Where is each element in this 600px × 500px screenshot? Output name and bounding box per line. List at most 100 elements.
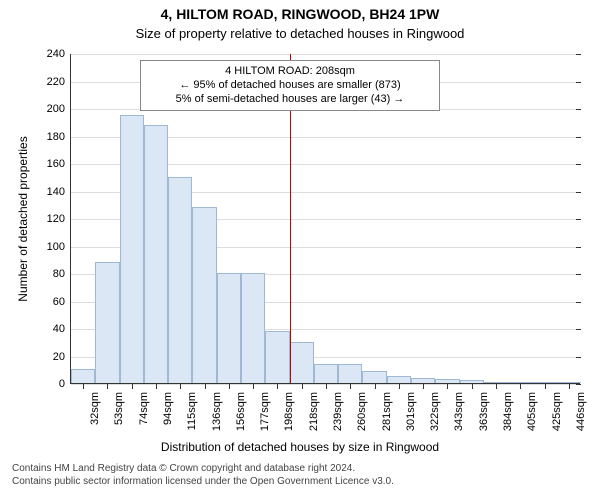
xtick-mark [423, 384, 424, 389]
ytick-label: 160 [47, 158, 71, 170]
xtick-mark [496, 384, 497, 389]
xtick-label: 218sqm [302, 392, 320, 431]
ytick-label: 100 [47, 241, 71, 253]
xtick-label: 156sqm [229, 392, 247, 431]
xtick-label: 32sqm [83, 392, 101, 425]
ytick-mark [576, 329, 581, 330]
ytick-label: 40 [53, 323, 71, 335]
ytick-mark [576, 82, 581, 83]
ytick-mark [576, 219, 581, 220]
bar [71, 369, 95, 383]
ytick-mark [576, 137, 581, 138]
ytick-mark [576, 302, 581, 303]
xtick-mark [229, 384, 230, 389]
xtick-label: 239sqm [326, 392, 344, 431]
xtick-mark [472, 384, 473, 389]
xtick-mark [399, 384, 400, 389]
xtick-label: 322sqm [423, 392, 441, 431]
bar [314, 364, 338, 383]
bar [144, 125, 168, 384]
x-axis-label: Distribution of detached houses by size … [0, 440, 600, 454]
bar [532, 382, 556, 383]
xtick-mark [253, 384, 254, 389]
bar [265, 331, 289, 383]
ytick-label: 220 [47, 76, 71, 88]
xtick-label: 343sqm [447, 392, 465, 431]
bar [192, 207, 216, 383]
annotation-line2: ← 95% of detached houses are smaller (87… [149, 79, 431, 93]
xtick-label: 425sqm [545, 392, 563, 431]
y-axis-label: Number of detached properties [16, 136, 30, 301]
xtick-mark [350, 384, 351, 389]
ytick-mark [576, 274, 581, 275]
xtick-label: 384sqm [496, 392, 514, 431]
ytick-mark [576, 384, 581, 385]
annotation-line1: 4 HILTOM ROAD: 208sqm [149, 65, 431, 79]
annotation-line3: 5% of semi-detached houses are larger (4… [149, 93, 431, 107]
ytick-label: 200 [47, 103, 71, 115]
xtick-mark [375, 384, 376, 389]
bar [435, 379, 459, 383]
ytick-label: 120 [47, 213, 71, 225]
xtick-label: 363sqm [472, 392, 490, 431]
bar [290, 342, 314, 383]
xtick-mark [302, 384, 303, 389]
bar [557, 382, 581, 383]
xtick-mark [156, 384, 157, 389]
xtick-label: 281sqm [375, 392, 393, 431]
ytick-label: 140 [47, 186, 71, 198]
xtick-label: 301sqm [399, 392, 417, 431]
ytick-mark [576, 192, 581, 193]
xtick-mark [520, 384, 521, 389]
xtick-label: 74sqm [132, 392, 150, 425]
bar [460, 380, 484, 383]
ytick-label: 180 [47, 131, 71, 143]
xtick-label: 405sqm [520, 392, 538, 431]
ytick-mark [576, 164, 581, 165]
xtick-mark [107, 384, 108, 389]
ytick-mark [576, 357, 581, 358]
attribution-line2: Contains public sector information licen… [12, 475, 588, 488]
bar [484, 382, 508, 383]
xtick-mark [326, 384, 327, 389]
bar [168, 177, 192, 383]
xtick-mark [132, 384, 133, 389]
xtick-mark [569, 384, 570, 389]
ytick-label: 0 [59, 378, 71, 390]
bar [120, 115, 144, 383]
ytick-label: 240 [47, 48, 71, 60]
xtick-mark [545, 384, 546, 389]
ytick-mark [576, 109, 581, 110]
chart-root: 4, HILTOM ROAD, RINGWOOD, BH24 1PW Size … [0, 0, 600, 500]
xtick-label: 53sqm [107, 392, 125, 425]
bar [387, 376, 411, 383]
xtick-label: 446sqm [569, 392, 587, 431]
bar [241, 273, 265, 383]
bar [362, 371, 386, 383]
page-title: 4, HILTOM ROAD, RINGWOOD, BH24 1PW [0, 6, 600, 22]
attribution-line1: Contains HM Land Registry data © Crown c… [12, 462, 588, 475]
xtick-label: 136sqm [205, 392, 223, 431]
ytick-label: 60 [53, 296, 71, 308]
attribution: Contains HM Land Registry data © Crown c… [12, 462, 588, 488]
bar [508, 382, 532, 383]
gridline [71, 54, 580, 55]
xtick-mark [277, 384, 278, 389]
ytick-mark [576, 247, 581, 248]
xtick-label: 198sqm [277, 392, 295, 431]
annotation-box: 4 HILTOM ROAD: 208sqm ← 95% of detached … [140, 60, 440, 111]
bar [217, 273, 241, 383]
xtick-mark [180, 384, 181, 389]
ytick-label: 80 [53, 268, 71, 280]
xtick-label: 115sqm [180, 392, 198, 430]
bar [95, 262, 119, 383]
ytick-mark [576, 54, 581, 55]
ytick-label: 20 [53, 351, 71, 363]
xtick-label: 94sqm [156, 392, 174, 425]
bar [338, 364, 362, 383]
xtick-mark [205, 384, 206, 389]
page-subtitle: Size of property relative to detached ho… [0, 26, 600, 41]
bar [411, 378, 435, 384]
xtick-label: 260sqm [350, 392, 368, 431]
xtick-label: 177sqm [253, 392, 271, 431]
